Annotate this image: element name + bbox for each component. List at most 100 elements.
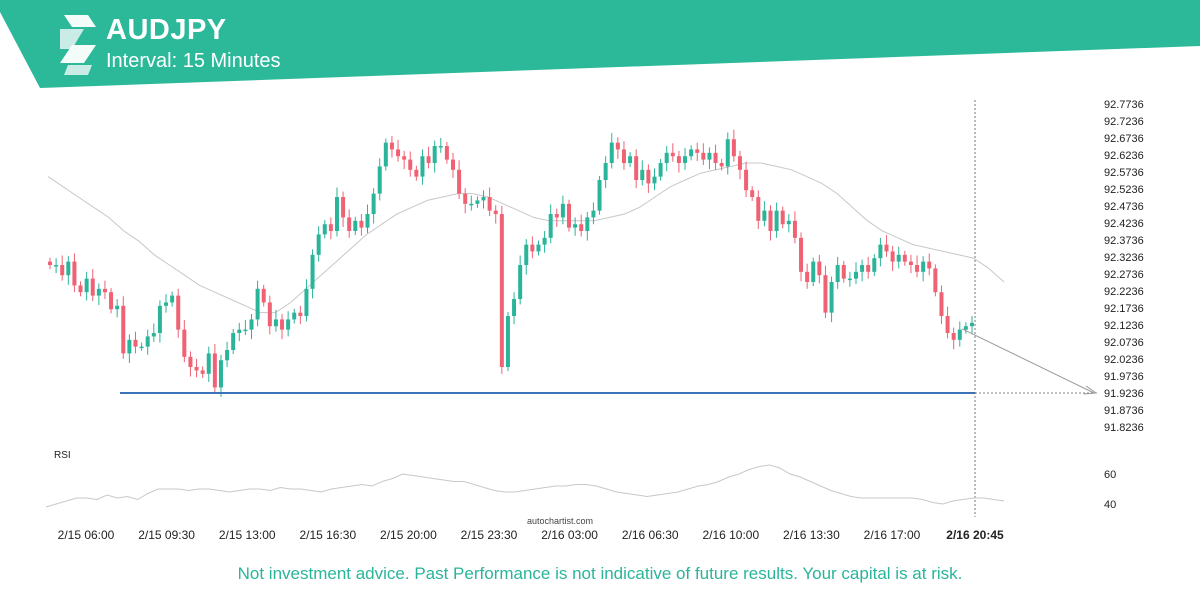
candle-body — [554, 214, 559, 218]
candle-body — [817, 261, 822, 276]
candle-body — [756, 197, 761, 221]
candle-body — [676, 156, 681, 164]
candle-body — [402, 156, 407, 160]
candle-body — [878, 244, 883, 259]
candle-body — [652, 176, 657, 184]
candle-body — [151, 333, 156, 337]
candle-body — [396, 149, 401, 157]
candle-body — [280, 319, 285, 330]
candle-body — [438, 146, 443, 148]
candle-body — [518, 265, 523, 300]
disclaimer-text: Not investment advice. Past Performance … — [237, 564, 963, 583]
candle-body — [267, 302, 272, 327]
y-tick-label: 92.1236 — [1104, 320, 1144, 332]
candle-body — [444, 146, 449, 160]
candle-body — [512, 299, 517, 317]
candle-body — [273, 319, 278, 327]
candle-body — [475, 200, 480, 204]
candle-body — [414, 169, 419, 177]
price-chart: 92.7736 92.7236 92.6736 92.6236 92.5736 92.52… — [45, 99, 1144, 542]
interval-label: Interval: 15 Minutes — [106, 50, 281, 72]
candle-body — [609, 142, 614, 164]
candle-body — [579, 224, 584, 232]
y-tick-label: 91.9736 — [1104, 371, 1144, 383]
y-tick-label: 91.8236 — [1104, 422, 1144, 434]
candle-body — [420, 156, 425, 177]
candle-body — [457, 169, 462, 194]
y-tick-label: 92.4236 — [1104, 218, 1144, 230]
x-tick-label: 2/15 09:30 — [138, 528, 195, 542]
candle-body — [377, 166, 382, 194]
y-tick-label: 92.5736 — [1104, 167, 1144, 179]
candle-body — [231, 333, 236, 351]
y-tick-label: 92.6736 — [1104, 133, 1144, 145]
candle-body — [805, 271, 810, 283]
x-tick-label: 2/16 17:00 — [864, 528, 921, 542]
candle-body — [634, 156, 639, 181]
candle-body — [542, 237, 547, 245]
candle-body — [548, 214, 553, 238]
x-tick-label: 2/16 10:00 — [702, 528, 759, 542]
candle-body — [603, 163, 608, 181]
candle-body — [683, 156, 688, 164]
candle-body — [646, 169, 651, 184]
candle-body — [847, 278, 852, 281]
candle-body — [188, 356, 193, 368]
instrument-symbol: AUDJPY — [106, 14, 227, 46]
candle-body — [945, 316, 950, 334]
candle-body — [957, 329, 962, 340]
candle-body — [933, 268, 938, 293]
candle-body — [487, 197, 492, 211]
candle-body — [218, 360, 223, 388]
candle-body — [133, 339, 138, 347]
rsi-label: RSI — [54, 450, 71, 461]
candle-body — [109, 292, 114, 310]
candle-body — [164, 302, 169, 306]
y-tick-label: 92.0736 — [1104, 337, 1144, 349]
candle-body — [182, 329, 187, 357]
candle-body — [359, 220, 364, 228]
y-tick-label: 92.7236 — [1104, 116, 1144, 128]
candle-body — [145, 336, 150, 347]
candle-body — [835, 265, 840, 283]
candle-body — [249, 319, 254, 330]
projection-line — [961, 328, 1095, 394]
watermark-text: autochartist.com — [527, 516, 593, 526]
projection-arrow-icon — [1083, 385, 1098, 395]
candle-body — [628, 156, 633, 164]
candle-body — [243, 329, 248, 332]
rsi-tick-label: 40 — [1104, 499, 1116, 511]
candle-body — [860, 265, 865, 272]
candle-body — [450, 159, 455, 170]
candle-body — [426, 156, 431, 164]
y-tick-label: 92.5236 — [1104, 184, 1144, 196]
candle-body — [286, 319, 291, 330]
candle-body — [658, 163, 663, 177]
candle-body — [237, 329, 242, 334]
y-tick-label: 92.7736 — [1104, 99, 1144, 111]
candle-body — [200, 370, 205, 374]
candle-body — [505, 316, 510, 368]
candle-body — [744, 169, 749, 191]
candle-body — [176, 295, 181, 330]
candle-body — [328, 224, 333, 232]
candle-body — [884, 244, 889, 252]
candle-body — [707, 152, 712, 160]
candle-body — [811, 261, 816, 283]
moving-average-layer — [47, 162, 1005, 314]
candle-body — [915, 265, 920, 272]
candle-body — [48, 261, 52, 266]
candle-body — [866, 265, 871, 272]
candle-body — [115, 305, 120, 310]
candle-body — [560, 203, 565, 218]
candle-body — [762, 210, 767, 221]
rsi-line — [45, 464, 1005, 508]
x-tick-label: 2/15 06:00 — [58, 528, 115, 542]
candle-body — [970, 322, 974, 327]
y-tick-label: 92.6236 — [1104, 150, 1144, 162]
candle-body — [499, 214, 504, 368]
candle-body — [921, 261, 926, 272]
candle-body — [322, 224, 327, 235]
candle-body — [890, 251, 895, 262]
candle-body — [389, 142, 394, 150]
